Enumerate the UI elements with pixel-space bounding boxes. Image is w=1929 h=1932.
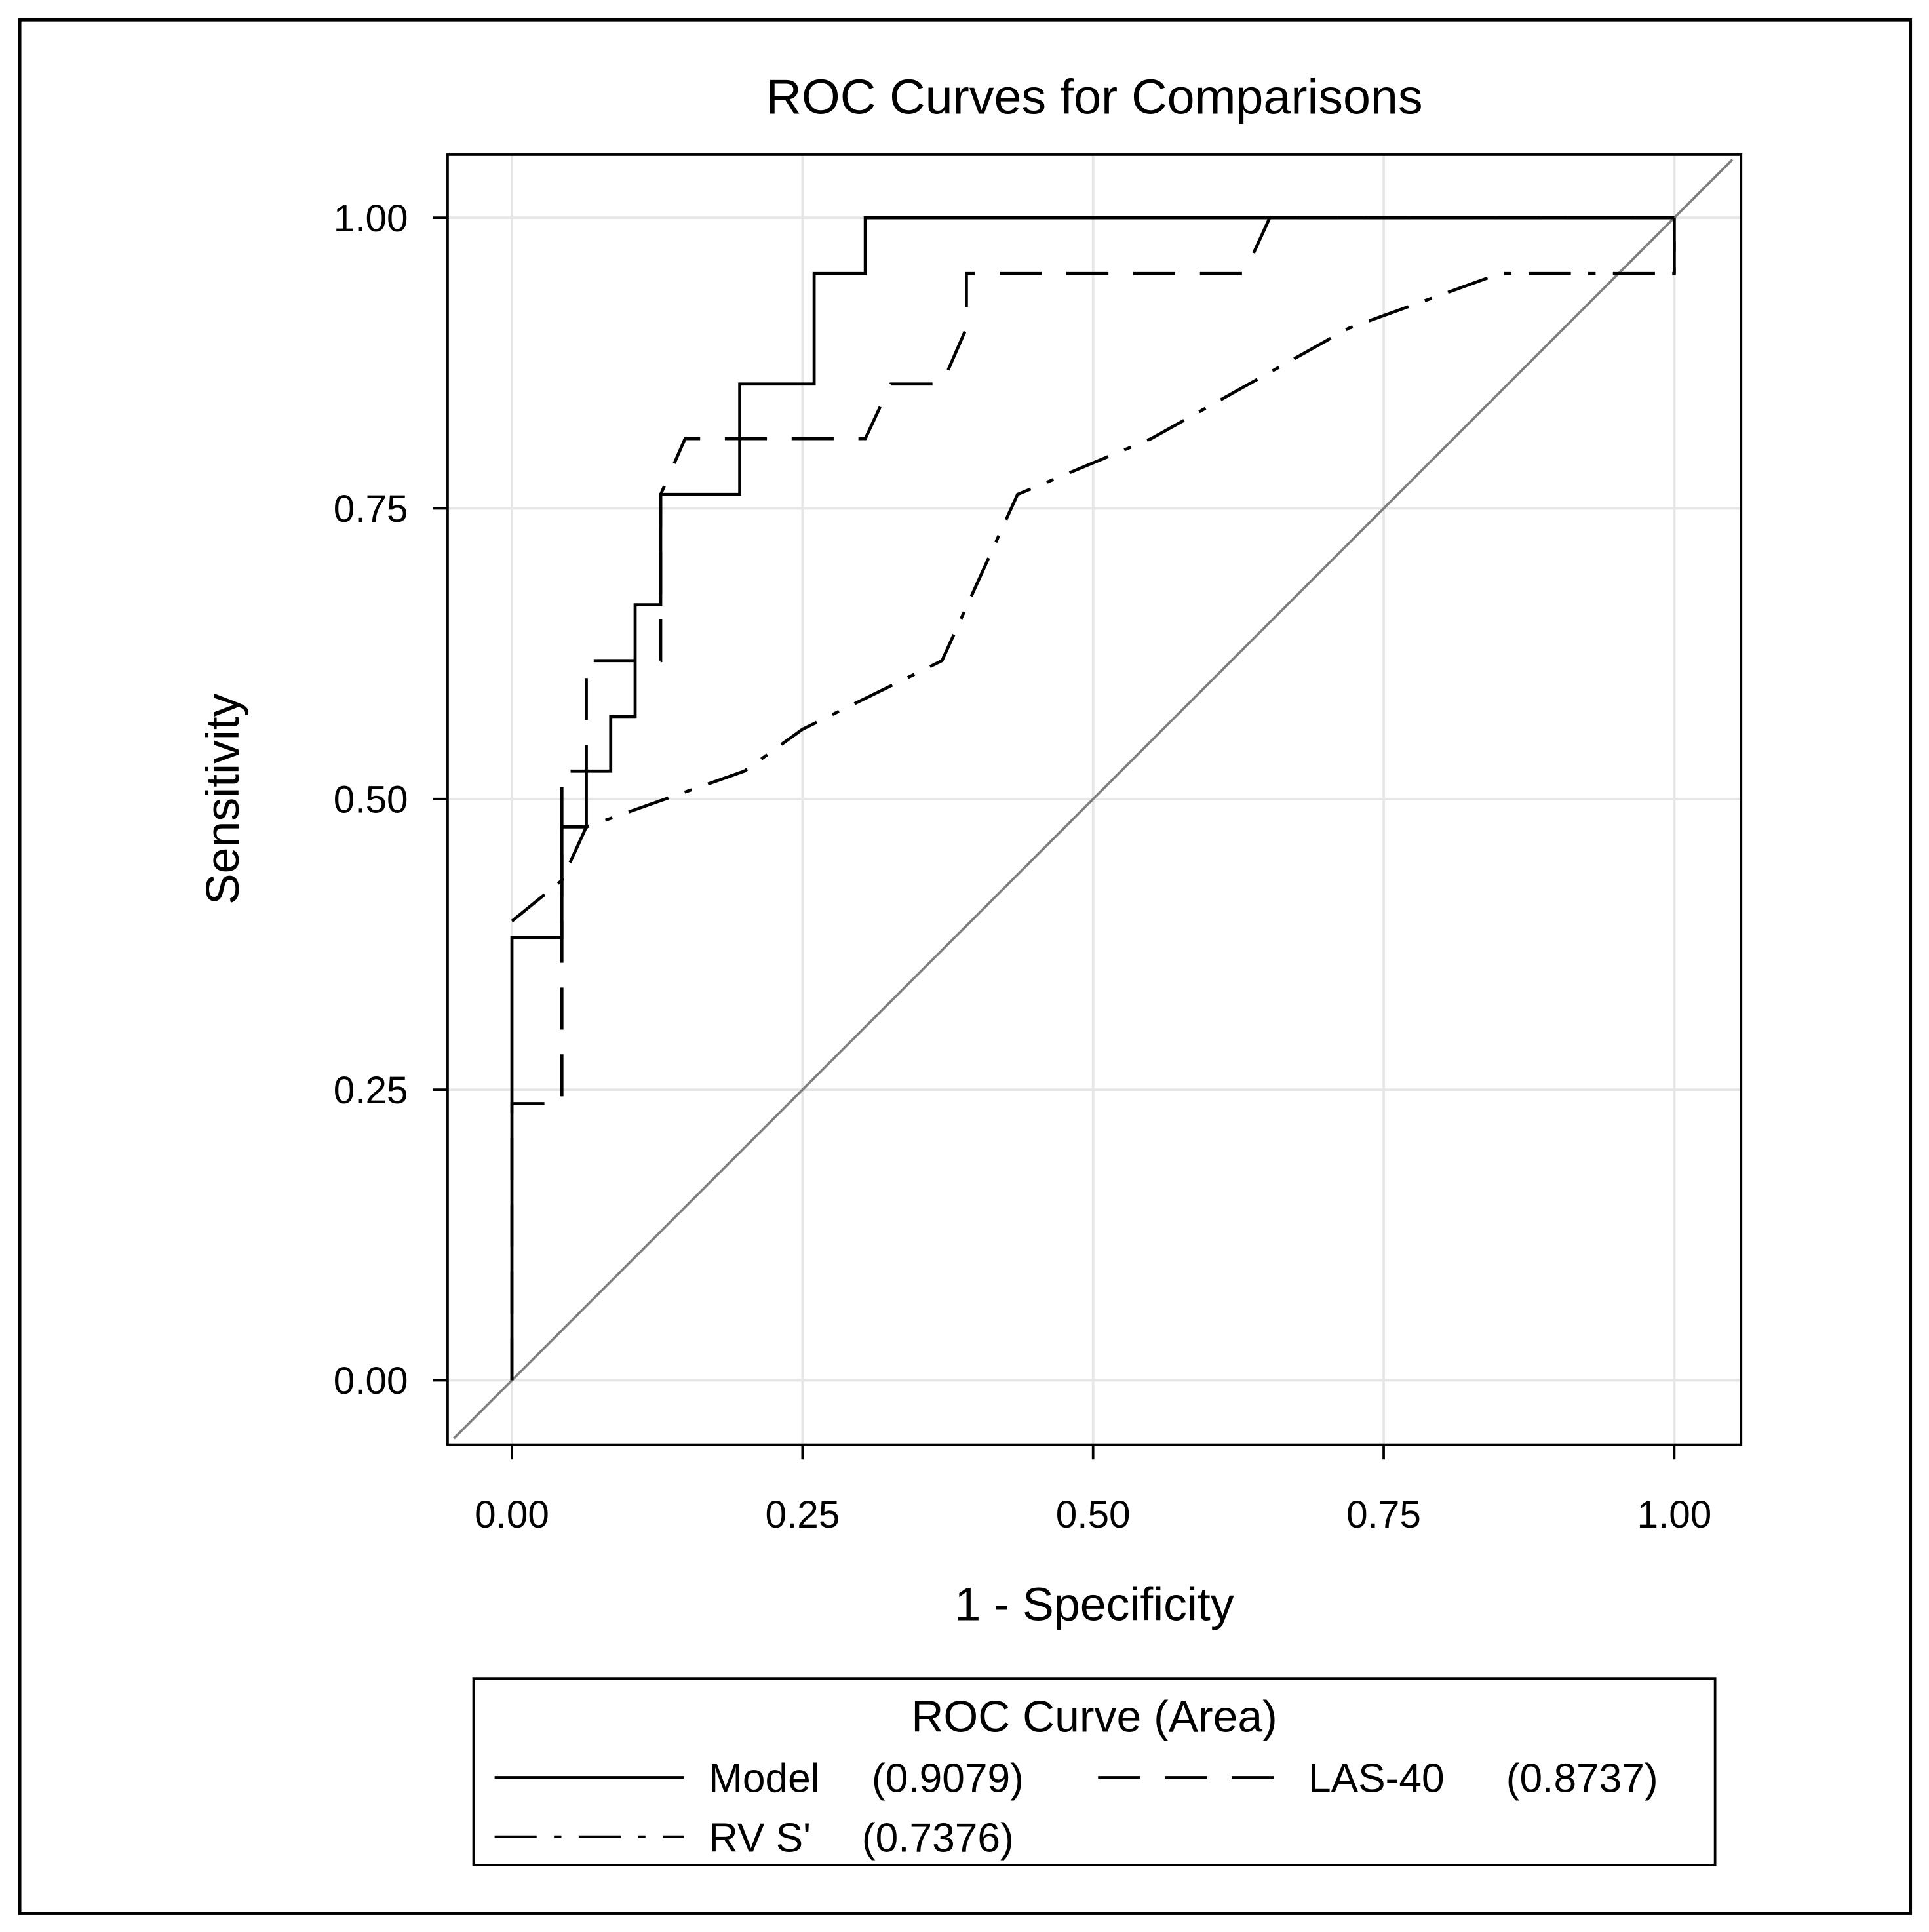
y-tick-label: 0.50 <box>334 779 408 821</box>
legend: ROC Curve (Area) Model (0.9079) LAS-40 (… <box>472 1677 1717 1866</box>
y-tick-label: 0.00 <box>334 1360 408 1402</box>
series-line-rv-s- <box>511 218 1676 922</box>
legend-title: ROC Curve (Area) <box>911 1692 1277 1741</box>
y-tick-label: 0.25 <box>334 1069 408 1112</box>
legend-label-las40: LAS-40 <box>1308 1756 1445 1802</box>
y-axis-label: Sensitivity <box>197 693 249 905</box>
x-tick-label: 1.00 <box>1637 1493 1711 1536</box>
y-tick-label: 0.75 <box>334 488 408 530</box>
x-axis-label: 1 - Specificity <box>954 1578 1234 1630</box>
legend-area-las40: (0.8737) <box>1506 1756 1658 1802</box>
legend-label-rvs: RV S' <box>709 1815 811 1861</box>
legend-label-model: Model <box>709 1756 820 1802</box>
series-line-las-40 <box>510 216 1676 1381</box>
legend-box <box>472 1677 1717 1866</box>
outer-border <box>18 18 1913 1915</box>
plot-area <box>453 159 1734 1440</box>
x-tick-label: 0.75 <box>1346 1493 1421 1536</box>
x-tick-label: 0.50 <box>1056 1493 1131 1536</box>
y-tick-label: 1.00 <box>334 197 408 240</box>
legend-area-rvs: (0.7376) <box>862 1815 1014 1861</box>
chart-title: ROC Curves for Comparisons <box>766 69 1423 125</box>
x-tick-label: 0.25 <box>765 1493 840 1536</box>
axes: 0.00 0.25 0.50 0.75 1.00 0.00 0.25 0.50 0.75 1.00 <box>334 197 1712 1536</box>
x-tick-label: 0.00 <box>475 1493 549 1536</box>
reference-diagonal-line <box>453 159 1734 1440</box>
legend-area-model: (0.9079) <box>872 1756 1024 1802</box>
